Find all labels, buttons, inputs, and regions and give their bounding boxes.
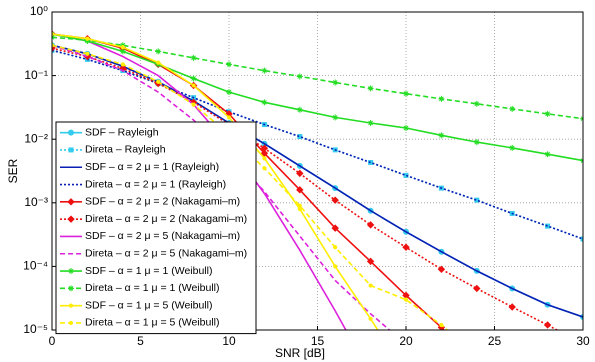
marker	[509, 105, 516, 112]
series-line	[52, 49, 583, 240]
marker	[473, 100, 480, 107]
legend-label: Direta – α = 2 μ = 5 (Nakagami–m)	[85, 248, 247, 260]
series-line	[52, 33, 583, 162]
series-line	[52, 36, 583, 120]
marker	[191, 102, 196, 107]
x-tick-label: 15	[311, 334, 325, 348]
marker	[332, 79, 339, 86]
legend: SDF – Rayleigh Direta – Rayleigh SDF – α =…	[55, 121, 257, 335]
marker	[402, 243, 410, 251]
marker	[331, 224, 339, 232]
marker	[120, 45, 125, 50]
marker	[544, 151, 551, 158]
legend-label: Direta – α = 2 μ = 1 (Rayleigh)	[85, 178, 226, 190]
marker	[368, 283, 373, 288]
marker	[68, 303, 74, 308]
marker	[473, 284, 481, 293]
marker	[156, 60, 161, 65]
marker	[296, 186, 304, 194]
y-tick-label: 10⁻²	[24, 131, 48, 145]
marker	[333, 245, 338, 250]
marker	[262, 156, 267, 161]
series-line	[52, 44, 583, 318]
marker	[156, 79, 161, 84]
legend-box	[55, 121, 257, 335]
marker	[119, 48, 126, 55]
plot-frame	[51, 11, 584, 331]
marker	[367, 85, 374, 92]
marker	[437, 265, 446, 274]
marker	[366, 221, 375, 229]
marker	[403, 125, 409, 132]
marker	[67, 198, 75, 206]
y-tick-label: 10⁻¹	[24, 68, 48, 82]
marker	[68, 129, 74, 136]
marker	[473, 139, 480, 146]
legend-label: Direta – α = 1 μ = 5 (Weibull)	[85, 317, 219, 329]
marker	[509, 144, 516, 151]
legend-label: SDF – α = 1 μ = 1 (Weibull)	[85, 265, 212, 277]
marker	[366, 257, 375, 266]
legend-label: SDF – α = 2 μ = 5 (Nakagami–m)	[85, 230, 240, 242]
marker	[85, 36, 90, 41]
marker	[544, 110, 551, 117]
marker	[67, 215, 75, 223]
marker	[226, 89, 232, 96]
marker	[403, 90, 409, 97]
marker	[190, 75, 197, 82]
marker	[438, 132, 445, 139]
legend-label: Direta – α = 2 μ = 2 (Nakagami–m)	[85, 213, 247, 225]
marker	[68, 268, 74, 275]
legend-label: Direta – Rayleigh	[85, 144, 166, 156]
x-tick-label: 0	[49, 334, 56, 348]
x-tick-label: 10	[222, 334, 236, 348]
marker	[368, 316, 373, 321]
x-tick-label: 5	[137, 334, 144, 348]
marker	[331, 196, 339, 204]
y-tick-label: 10⁻⁴	[23, 259, 48, 273]
x-axis-label: SNR [dB]	[275, 346, 325, 360]
marker	[68, 147, 74, 153]
marker	[543, 321, 552, 329]
marker	[68, 285, 74, 292]
x-tick-label: 30	[576, 334, 590, 348]
legend-label: SDF – Rayleigh	[85, 126, 159, 138]
marker	[68, 320, 74, 326]
marker	[439, 322, 444, 328]
marker	[85, 51, 90, 56]
marker	[296, 169, 304, 178]
marker	[297, 203, 302, 208]
marker	[333, 264, 338, 269]
legend-label: SDF – α = 1 μ = 5 (Weibull)	[85, 299, 212, 311]
marker	[438, 95, 445, 102]
marker	[262, 166, 267, 171]
marker	[332, 114, 339, 121]
marker	[296, 106, 303, 113]
y-tick-label: 10⁰	[30, 4, 48, 18]
marker	[296, 73, 303, 80]
marker	[191, 83, 196, 88]
y-tick-label: 10⁻³	[24, 195, 48, 209]
legend-label: Direta – α = 1 μ = 1 (Weibull)	[85, 282, 219, 294]
marker	[367, 119, 374, 126]
marker	[403, 297, 409, 302]
marker	[120, 62, 125, 67]
x-tick-label: 25	[488, 334, 502, 348]
legend-label: SDF – α = 2 μ = 1 (Rayleigh)	[85, 161, 219, 173]
series-line	[52, 47, 559, 330]
marker	[155, 48, 162, 55]
y-tick-label: 10⁻⁵	[23, 322, 48, 336]
y-axis-label: SER	[6, 158, 20, 183]
marker	[226, 115, 232, 120]
legend-label: SDF – α = 2 μ = 2 (Nakagami–m)	[85, 196, 240, 208]
marker	[261, 67, 268, 74]
marker	[261, 99, 268, 106]
marker	[226, 61, 232, 68]
marker	[508, 303, 516, 311]
marker	[190, 54, 197, 61]
marker	[260, 144, 269, 152]
x-tick-label: 20	[399, 334, 413, 348]
